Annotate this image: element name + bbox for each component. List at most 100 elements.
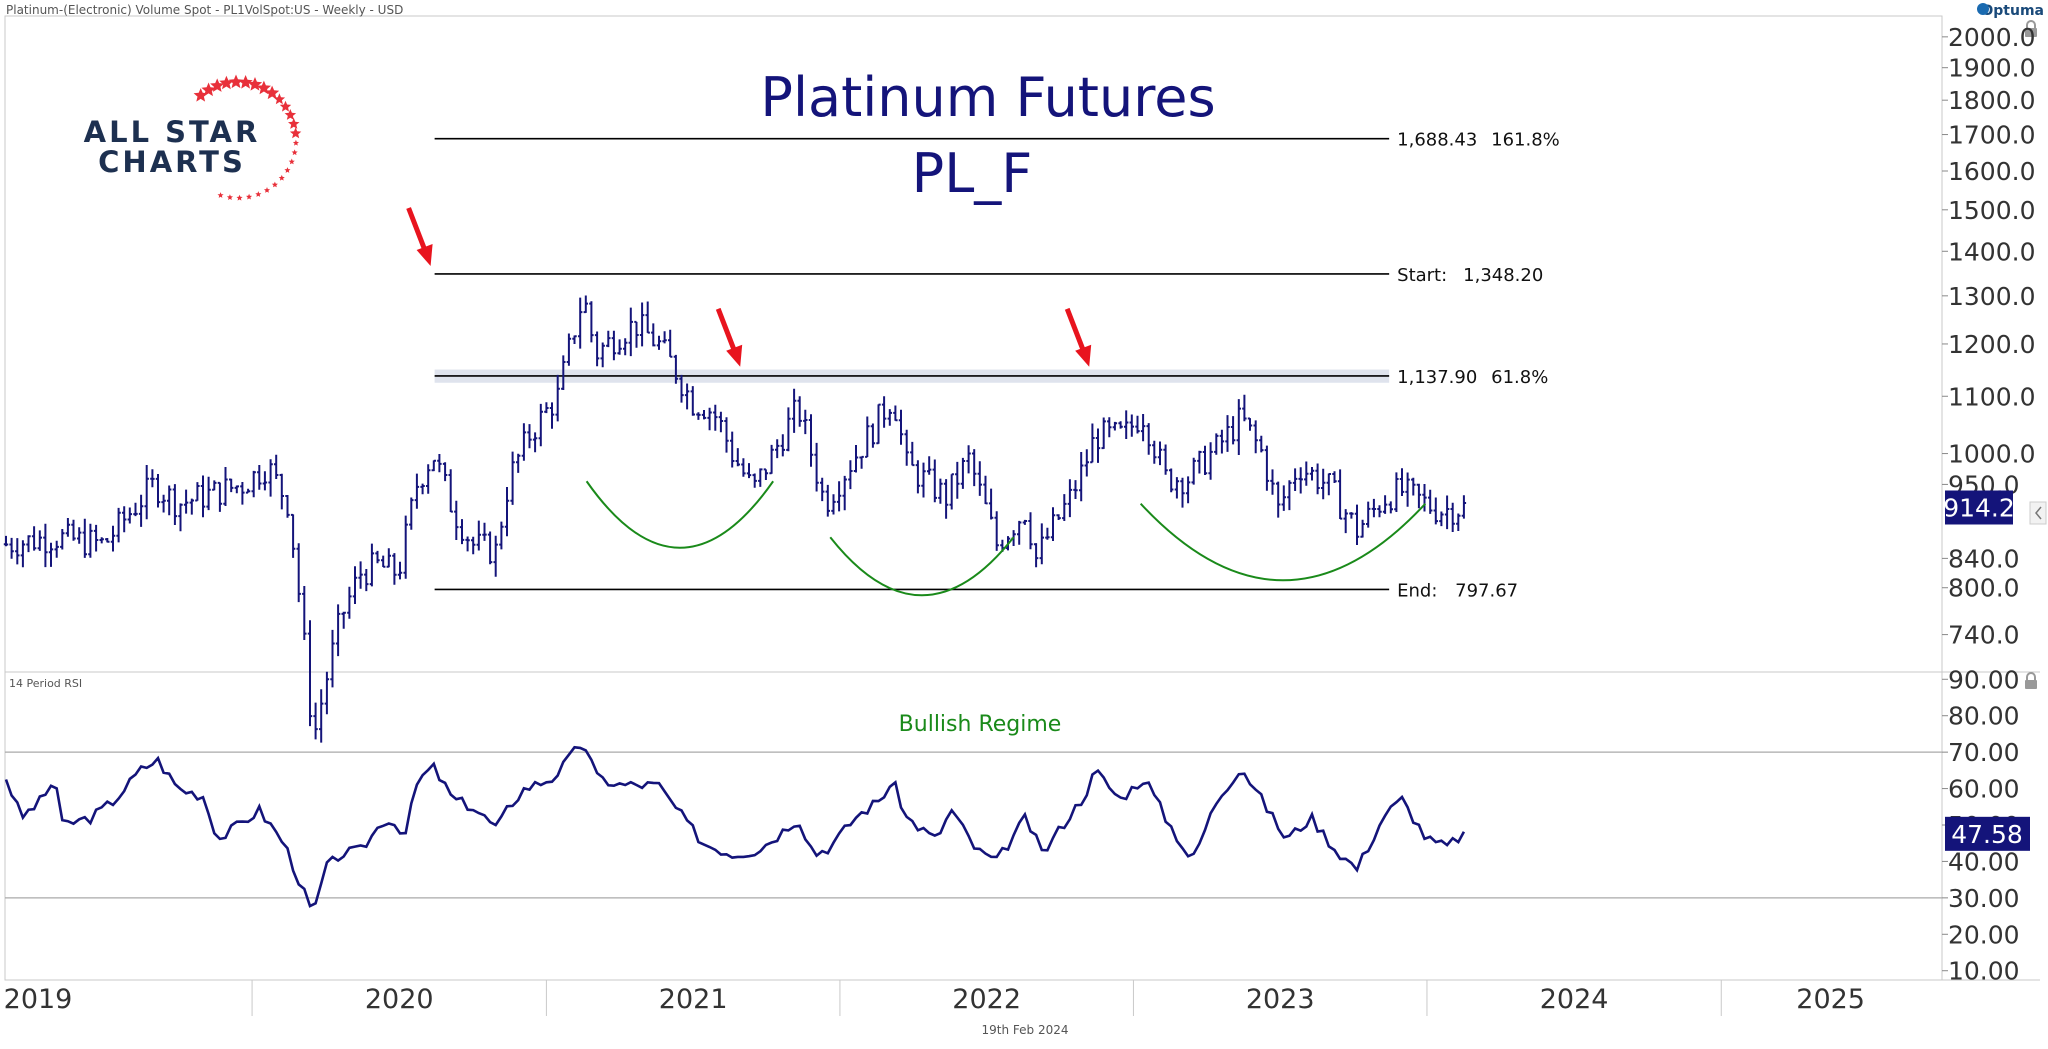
ohlc-bar [848,460,853,490]
rsi-y-tick-label: 40.00 [1948,847,2020,876]
ohlc-bar [1264,445,1270,491]
ohlc-bar [578,297,583,349]
ohlc-bar [1366,501,1371,528]
ohlc-bar [1050,507,1056,541]
ohlc-bar [994,511,999,551]
ohlc-bar [1242,394,1247,422]
ohlc-bar [110,525,116,552]
rsi-line [4,745,1466,908]
ohlc-bar [195,482,200,502]
ohlc-bar [476,520,481,551]
ohlc-bar [825,484,830,517]
ohlc-bar [887,409,892,426]
ohlc-bar [870,423,876,448]
last-rsi-badge [1945,816,2030,851]
ohlc-bar [352,566,358,604]
ohlc-bar [718,411,724,433]
price-y-tick-label: 1100.0 [1948,382,2035,411]
x-axis-year-label: 2021 [659,984,728,1015]
ohlc-bar [1287,480,1292,511]
ohlc-bar [797,396,802,427]
ohlc-bar [927,456,932,475]
footer-date: 19th Feb 2024 [982,1023,1069,1037]
ohlc-bar [544,402,549,414]
ohlc-bar [713,404,718,431]
ohlc-bar [155,474,161,508]
ohlc-bar [651,323,656,347]
ohlc-bar [707,407,712,431]
rsi-panel [4,745,1942,908]
ohlc-bar [606,330,611,348]
price-y-tick-label: 1000.0 [1948,440,2035,469]
ohlc-bar [1382,495,1388,514]
fib-level-value: 1,688.43 [1397,130,1477,151]
ohlc-bar [791,388,797,433]
ohlc-bar [1388,501,1393,514]
rounded-bottom-arc [829,536,1015,597]
ohlc-bar [116,507,121,543]
ohlc-bar [290,513,296,558]
ohlc-bar [696,412,701,420]
logo-star-icon [284,109,297,120]
ohlc-bar [623,338,628,356]
ohlc-bar [65,518,71,537]
bullish-regime-label: Bullish Regime [899,712,1062,737]
ohlc-bar [487,531,493,565]
price-panel: 1,688.43 161.8% Start: 1,348.20 1,137.90 61.8… [3,130,1560,743]
price-y-tick-label: 1500.0 [1948,196,2035,225]
ohlc-bar [223,467,228,506]
red-arrow-head [726,344,743,367]
ohlc-bar [1230,416,1236,445]
ohlc-bar [493,535,498,577]
ohlc-bar [1180,477,1185,508]
collapse-chevron-icon[interactable] [2029,501,2047,525]
ohlc-bar [82,518,87,558]
ohlc-bar [684,383,690,410]
ohlc-bar [1079,452,1084,502]
price-y-tick-label: 800.0 [1948,574,2020,603]
ohlc-bar [167,485,172,516]
lock-icon[interactable] [2025,20,2037,37]
ohlc-bar [1107,417,1112,438]
ohlc-bar [561,355,566,390]
ohlc-bar [268,459,273,497]
ohlc-bar [859,455,864,469]
ohlc-bar [741,458,746,477]
price-y-tick-label: 1300.0 [1948,282,2035,311]
ohlc-bar [752,473,757,488]
ohlc-bar [803,409,808,435]
logo-star-icon [291,149,298,156]
ohlc-bar [521,423,527,461]
ohlc-bar [853,445,859,473]
ohlc-bar [1247,417,1253,431]
ohlc-bar [1073,480,1078,499]
ohlc-bar [1056,514,1061,520]
ohlc-bar [1360,519,1365,538]
ohlc-bar [690,386,695,416]
ohlc-bar [538,403,543,447]
ohlc-bar [1101,417,1106,450]
lock-icon[interactable] [2025,672,2037,689]
ohlc-bar [1304,461,1309,486]
logo-star-icon [246,193,253,200]
ohlc-bar [330,629,335,688]
ohlc-bar [842,475,847,511]
ohlc-bar [37,530,42,551]
ohlc-bar [634,320,639,348]
ohlc-bar [786,407,791,452]
ohlc-bar [836,481,842,512]
ohlc-bar [775,439,780,459]
ohlc-bar [369,543,375,587]
ohlc-bar [972,449,977,487]
ohlc-bar [1377,505,1382,518]
rsi-y-tick-label: 90.00 [1948,665,2020,694]
ohlc-bar [1129,414,1134,437]
price-y-tick-label: 1400.0 [1948,237,2035,266]
ohlc-bar [532,432,538,453]
ohlc-bar [1371,498,1377,518]
ohlc-bar [364,569,369,592]
price-y-tick-label: 740.0 [1948,621,2020,650]
ohlc-bar [240,482,245,505]
